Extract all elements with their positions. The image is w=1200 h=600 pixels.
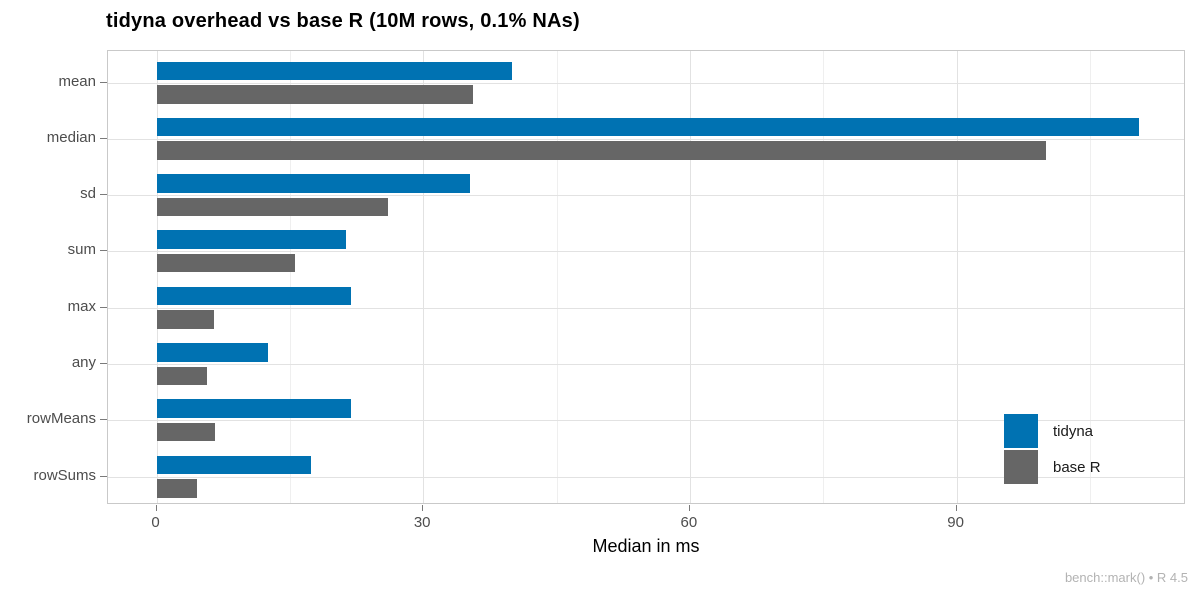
y-tick [100, 306, 107, 308]
bar-tidyna [156, 286, 352, 306]
x-axis-title: Median in ms [592, 536, 700, 556]
y-axis-label: rowSums [33, 466, 96, 484]
y-axis-label: rowMeans [26, 410, 96, 428]
gridline-major-x [956, 51, 958, 503]
y-axis-label: median [46, 128, 96, 146]
gridline-major-x [689, 51, 691, 503]
bar-base-r [156, 366, 208, 385]
x-tick [955, 505, 957, 511]
y-tick [100, 419, 107, 421]
legend-item-tidyna: tidyna [1004, 414, 1101, 448]
tidyna-color-swatch [1004, 414, 1038, 448]
y-tick [100, 475, 107, 477]
gridline-minor-x [556, 51, 558, 503]
bar-tidyna [156, 61, 513, 80]
x-tick [422, 505, 424, 511]
y-axis-label: sd [80, 185, 96, 203]
y-axis-label: any [71, 354, 96, 371]
bar-tidyna [156, 174, 471, 193]
bar-tidyna [156, 399, 352, 418]
gridline-y [108, 195, 1184, 197]
bar-base-r [156, 141, 1046, 160]
bar-base-r [156, 85, 473, 104]
gridline-y [108, 364, 1184, 365]
x-tick-label: 30 [413, 514, 431, 531]
bar-tidyna [156, 230, 346, 249]
x-tick-label: 60 [680, 514, 698, 531]
chart-title: tidyna overhead vs base R (10M rows, 0.1… [106, 10, 580, 32]
bar-base-r [156, 197, 388, 217]
y-axis-label: sum [67, 241, 96, 259]
bar-base-r [156, 310, 215, 329]
bar-tidyna [156, 117, 1139, 137]
gridline-y [108, 307, 1184, 309]
y-tick [100, 250, 107, 252]
gridline-minor-x [1089, 51, 1091, 503]
gridline-minor-x [823, 51, 825, 503]
legend-label-tidyna: tidyna [1053, 422, 1094, 440]
gridline-y [108, 420, 1184, 422]
x-tick-label: 90 [947, 514, 964, 531]
gridline-y [108, 138, 1184, 140]
y-tick [100, 363, 107, 364]
gridline-y [108, 82, 1184, 84]
legend-label-base-r: base R [1053, 458, 1101, 476]
legend: tidyna base R [1004, 414, 1101, 486]
bar-base-r [156, 422, 216, 442]
gridline-minor-x [289, 51, 291, 503]
bar-base-r [156, 253, 296, 273]
y-axis-label: mean [58, 72, 96, 90]
y-tick [100, 81, 107, 83]
plot-panel [107, 50, 1185, 504]
gridline-y [108, 476, 1184, 478]
y-tick [100, 194, 107, 196]
bar-tidyna [156, 455, 312, 475]
x-tick [155, 505, 157, 511]
gridline-major-x [423, 51, 425, 503]
y-tick [100, 137, 107, 139]
base-r-color-swatch [1004, 450, 1038, 484]
bar-base-r [156, 479, 198, 498]
gridline-major-x [156, 51, 158, 503]
x-tick [688, 505, 690, 511]
legend-item-base-r: base R [1004, 450, 1101, 484]
gridline-y [108, 251, 1184, 253]
caption: bench::mark() • R 4.5 [1064, 570, 1188, 585]
y-axis-label: max [67, 297, 96, 315]
x-tick-label: 0 [151, 514, 160, 531]
bar-tidyna [156, 343, 268, 362]
